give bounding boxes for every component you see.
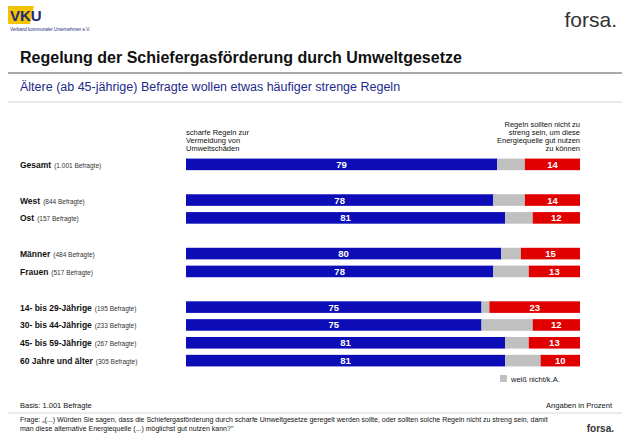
text-line: Frage: „(...) Würden Sie sagen, dass die… (20, 416, 548, 424)
data-label: 81 (340, 355, 351, 366)
bar (497, 159, 525, 171)
data-label: 13 (549, 337, 560, 348)
bar (529, 266, 580, 278)
bar (186, 301, 482, 313)
bar (186, 337, 505, 349)
bar (186, 319, 482, 331)
category-note: (305 Befragte) (96, 358, 138, 366)
bar (186, 194, 493, 206)
data-label: 10 (555, 355, 566, 366)
category-labels: Gesamt(1.001 Befragte) West(844 Befragte)… (20, 160, 137, 366)
bar (541, 355, 580, 367)
bar (505, 355, 540, 367)
text-line: Umweltschäden (186, 144, 239, 153)
logo-text: VKU (10, 7, 42, 24)
category-note: (267 Befragte) (95, 340, 137, 348)
rule (8, 102, 622, 103)
data-label: 78 (334, 266, 345, 277)
category-name: Ost (20, 213, 34, 223)
bar (529, 337, 580, 349)
subtitle: Ältere (ab 45-jährige) Befragte wollen e… (20, 80, 400, 94)
category-label: Ost(157 Befragte) (20, 213, 79, 223)
data-label: 14 (547, 159, 558, 170)
category-note: (517 Befragte) (51, 269, 93, 277)
bar (501, 248, 521, 260)
data-label: 81 (340, 212, 351, 223)
data-label: 80 (338, 248, 349, 259)
rule (8, 73, 622, 74)
data-label: 75 (328, 302, 339, 313)
legend: weiß nicht/k.A. (500, 375, 560, 384)
data-label: 15 (545, 248, 556, 259)
title: Regelung der Schiefergasförderung durch … (20, 49, 462, 66)
data-label: 12 (551, 212, 562, 223)
rule (8, 413, 622, 414)
category-name: 30- bis 44-Jährige (20, 320, 92, 330)
category-label: 60 Jahre und älter(305 Befragte) (20, 356, 137, 366)
data-label: 79 (336, 159, 347, 170)
bar (489, 301, 580, 313)
brand: forsa. (564, 8, 617, 31)
footnote: Angaben in Prozent (546, 401, 613, 410)
category-label: Gesamt(1.001 Befragte) (20, 160, 101, 170)
category-note: (844 Befragte) (43, 198, 85, 206)
data-label: 13 (549, 266, 560, 277)
category-name: 14- bis 29-Jährige (20, 303, 92, 313)
category-note: (157 Befragte) (37, 215, 79, 223)
data-label: 12 (551, 319, 562, 330)
category-name: West (20, 196, 40, 206)
bar (186, 212, 505, 224)
brand-footer: forsa. (587, 423, 614, 434)
bar (186, 266, 493, 278)
category-name: Männer (20, 249, 51, 259)
bar (525, 194, 580, 206)
bar (533, 319, 580, 331)
text-line: man diese alternative Energiequelle (...… (20, 425, 234, 433)
category-name: 45- bis 59-Jährige (20, 338, 92, 348)
bar (482, 301, 490, 313)
legend-label: weiß nicht/k.A. (510, 375, 560, 384)
data-label: 78 (334, 195, 345, 206)
category-label: West(844 Befragte) (20, 196, 85, 206)
category-name: 60 Jahre und älter (20, 356, 93, 366)
bar (186, 159, 497, 171)
series-header: Regeln sollten nicht zustreng sein, um d… (497, 120, 580, 153)
bar (186, 355, 505, 367)
data-labels: 797881807875758181141412151323121310 (328, 159, 565, 366)
bar (186, 248, 501, 260)
bar (482, 319, 533, 331)
legend-swatch (500, 375, 507, 382)
series-header: scharfe Regeln zurVermeidung vonUmweltsc… (186, 128, 249, 153)
category-label: 14- bis 29-Jährige(195 Befragte) (20, 303, 136, 313)
data-label: 23 (529, 302, 540, 313)
chart: VKU Verband kommunaler Unternehmen e.V. fo… (0, 0, 630, 437)
question: Frage: „(...) Würden Sie sagen, dass die… (20, 416, 548, 433)
bar (493, 266, 528, 278)
logo-subtitle: Verband kommunaler Unternehmen e.V. (10, 27, 90, 32)
category-label: 30- bis 44-Jährige(233 Befragte) (20, 320, 136, 330)
category-label: 45- bis 59-Jährige(267 Befragte) (20, 338, 136, 348)
data-label: 81 (340, 337, 351, 348)
category-note: (484 Befragte) (53, 251, 95, 259)
footnote: Basis: 1.001 Befragte (20, 401, 92, 410)
bars (186, 159, 580, 367)
bar (505, 337, 529, 349)
data-label: 14 (547, 195, 558, 206)
bar (493, 194, 525, 206)
category-label: Männer(484 Befragte) (20, 249, 95, 259)
category-note: (233 Befragte) (95, 322, 137, 330)
bar (521, 248, 580, 260)
bar (525, 159, 580, 171)
text-line: zu können (545, 144, 580, 153)
bar (533, 212, 580, 224)
bar (505, 212, 533, 224)
category-label: Frauen(517 Befragte) (20, 267, 93, 277)
category-note: (1.001 Befragte) (54, 162, 101, 170)
category-name: Frauen (20, 267, 48, 277)
data-label: 75 (328, 319, 339, 330)
category-name: Gesamt (20, 160, 51, 170)
category-note: (195 Befragte) (95, 305, 137, 313)
